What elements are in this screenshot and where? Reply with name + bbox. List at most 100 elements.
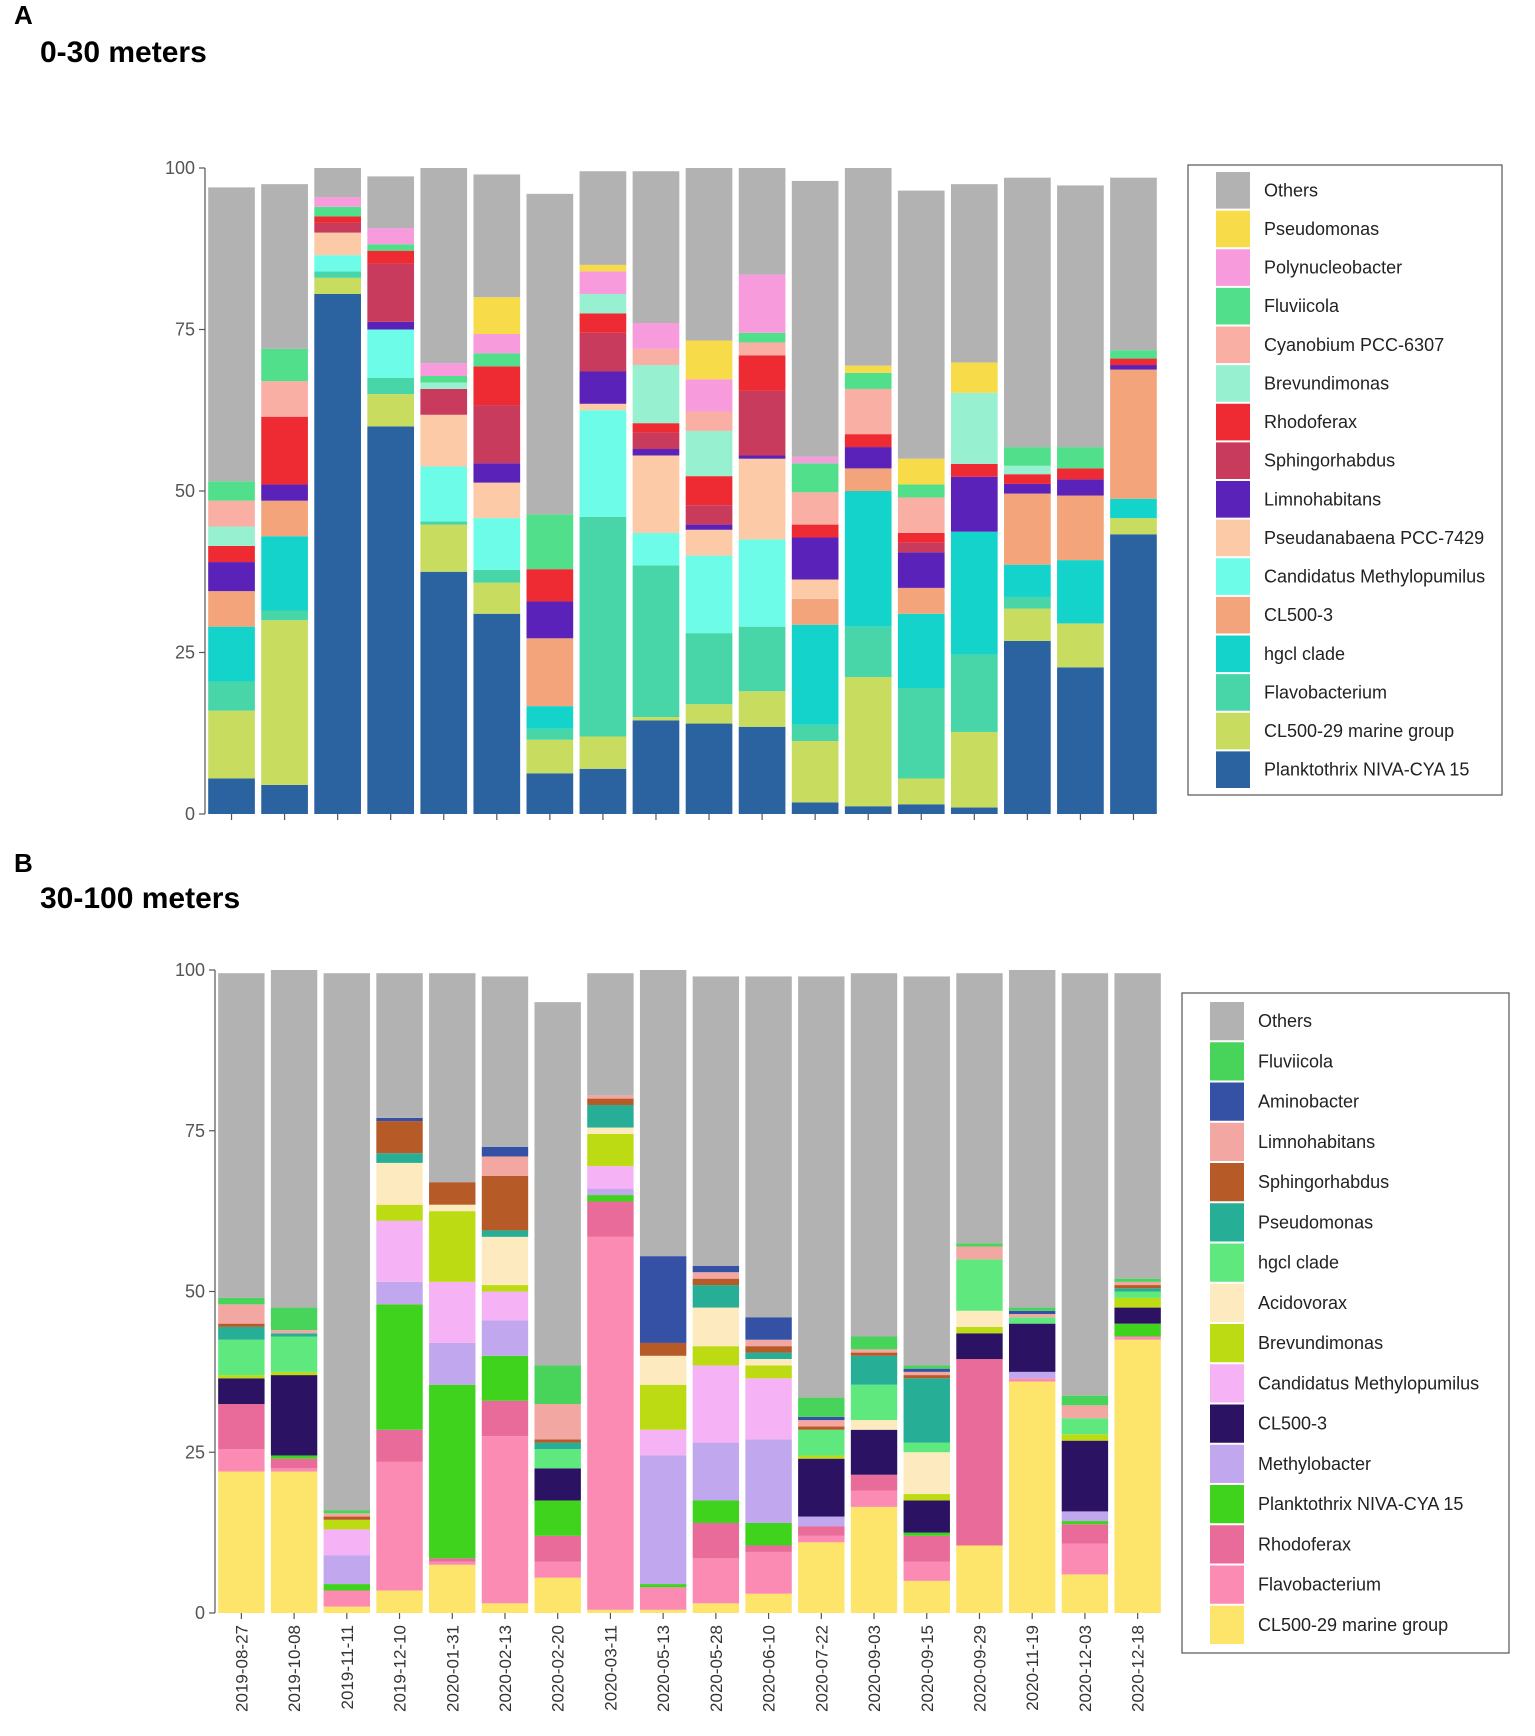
bar-segment-candidatus-methylopumilus [420,466,468,522]
bar-segment-polynucleobacter [632,323,680,349]
bar-segment-planktothrix-niva-cya-15 [1057,667,1104,814]
bar-segment-rhodoferax [685,476,733,506]
bar-segment-brevundimonas [208,526,255,546]
legend-label-sphingorhabdus: Sphingorhabdus [1264,451,1395,471]
panel-a-letter: A [14,0,33,30]
bar-segment-cl500-29-marine-group [1061,1574,1109,1613]
bar-segment-cl500-29-marine-group [218,1471,265,1613]
legend-swatch-limnohabitans [1216,481,1250,518]
bar-segment-rhodoferax [1110,358,1157,366]
y-tick-label: 75 [175,320,195,340]
bar-segment-rhodoferax [745,1545,792,1552]
bar-segment-hgcl-clade [208,626,255,682]
bar-segment-brevundimonas [639,1384,687,1430]
bar-segment-candidatus-methylopumilus [314,255,361,272]
bar-segment-flavobacterium [587,1236,634,1610]
bar-segment-brevundimonas [218,1375,265,1379]
bar-segment-aminobacter [745,1317,792,1340]
bar-segment-flavobacterium [473,569,521,583]
bar-segment-sphingorhabdus [639,1342,687,1356]
bar-stack-2020-07-22 [791,180,839,814]
bar-stack-2020-02-20 [526,193,574,814]
bar-segment-flavobacterium [208,681,255,711]
legend-swatch-flavobacterium [1210,1565,1244,1604]
bar-segment-fluviicola [270,1307,318,1331]
bar-stack-2019-10-08 [261,184,308,814]
legend-swatch-planktothrix-niva-cya-15 [1216,751,1250,788]
chart-a-0-30-meters: 0 25 50 75 100 Others Pseudomonas Polynucleobac… [165,158,1503,824]
legend-label-pseudomonas: Pseudomonas [1258,1212,1373,1232]
bar-segment-others [367,176,415,229]
bar-segment-cl500-3 [798,1458,845,1517]
bar-segment-planktothrix-niva-cya-15 [897,804,945,814]
bar-segment-sphingorhabdus [738,390,786,456]
bar-segment-hgcl-clade [534,1449,581,1469]
bar-stack-2020-09-15 [903,976,950,1613]
bar-segment-candidatus-methylopumilus [692,1365,740,1443]
bar-segment-pseudanabaena-pcc-7429 [420,414,468,467]
bar-segment-polynucleobacter [738,274,786,333]
bar-segment-others [1008,970,1056,1308]
bar-segment-candidatus-methylopumilus [738,539,786,627]
y-tick-label: 25 [175,643,195,663]
bar-segment-rhodoferax [429,1558,476,1562]
bar-segment-fluviicola [798,1397,845,1417]
bar-segment-cl500-3 [218,1378,265,1405]
bar-segment-hgcl-clade [897,613,945,689]
bar-segment-cl500-3 [1110,369,1157,499]
bar-segment-pseudomonas [218,1326,265,1340]
x-tick-label: 2020-02-13 [496,1625,515,1712]
bar-segment-sphingorhabdus [579,332,627,372]
bar-segment-limnohabitans [632,449,680,456]
bar-segment-others [844,168,892,366]
legend-swatch-rhodoferax [1210,1525,1244,1564]
bar-segment-hgcl-clade [1110,498,1157,519]
bar-segment-brevundimonas [270,1371,318,1376]
bar-segment-planktothrix-niva-cya-15 [367,426,415,814]
bar-segment-planktothrix-niva-cya-15 [429,1384,476,1559]
x-tick-label: 2020-01-31 [443,1625,462,1712]
legend-label-methylobacter: Methylobacter [1258,1454,1371,1474]
bar-segment-hgcl-clade [261,536,308,611]
bar-segment-pseudanabaena-pcc-7429 [632,455,680,533]
bar-segment-cyanobium-pcc-6307 [208,500,255,527]
bar-stack-2019-10-08 [270,970,318,1613]
bar-segment-others [526,193,574,515]
bar-segment-sphingorhabdus [903,1375,950,1379]
bar-segment-cl500-29-marine-group [473,582,521,614]
bar-segment-flavobacterium [791,724,839,742]
bar-segment-acidovorax [956,1310,1003,1327]
bar-segment-limnohabitans [850,1349,898,1353]
bar-segment-limnohabitans [587,1095,634,1099]
bar-segment-rhodoferax [1004,474,1051,484]
bar-segment-flavobacterium [526,728,574,740]
bar-segment-hgcl-clade [791,624,839,725]
legend-label-cl500-29-marine-group: CL500-29 marine group [1258,1615,1448,1635]
bar-segment-methylobacter [323,1555,371,1585]
y-tick-label: 0 [195,1603,205,1623]
bar-segment-flavobacterium [738,626,786,692]
bar-segment-pseudomonas [376,1153,423,1163]
bar-segment-limnohabitans [323,1513,371,1517]
bar-stack-2020-12-18 [1114,973,1161,1613]
bar-segment-cyanobium-pcc-6307 [632,348,680,366]
bar-segment-planktothrix-niva-cya-15 [745,1522,792,1546]
bar-segment-cyanobium-pcc-6307 [738,342,786,356]
legend-swatch-flavobacterium [1216,674,1250,711]
bar-stack-2020-09-29 [956,973,1003,1613]
legend-swatch-pseudomonas [1210,1203,1244,1242]
bar-segment-cl500-3 [208,591,255,627]
bar-segment-planktothrix-niva-cya-15 [534,1500,581,1536]
legend-label-cl500-3: CL500-3 [1258,1414,1327,1434]
bar-segment-cl500-29-marine-group [579,736,627,769]
bar-segment-rhodoferax [850,1474,898,1491]
bar-segment-flavobacterium [261,610,308,621]
bar-segment-flavobacterium [692,1558,740,1604]
bar-segment-limnohabitans [526,601,574,639]
legend-swatch-methylobacter [1210,1444,1244,1483]
bar-segment-pseudanabaena-pcc-7429 [791,579,839,599]
bar-segment-hgcl-clade [1114,1291,1161,1298]
bar-segment-flavobacterium [429,1561,476,1565]
bar-segment-cl500-29-marine-group [526,739,574,774]
bar-segment-pseudomonas [844,365,892,373]
